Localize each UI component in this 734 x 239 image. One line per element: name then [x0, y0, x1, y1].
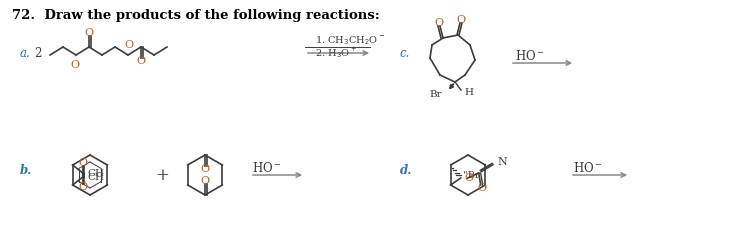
Text: O: O: [78, 182, 87, 192]
Text: O: O: [200, 164, 210, 174]
Text: O: O: [125, 40, 134, 50]
Text: HO$^-$: HO$^-$: [252, 161, 282, 175]
Text: O: O: [457, 15, 465, 25]
Text: c.: c.: [400, 47, 410, 60]
Text: CH: CH: [87, 173, 105, 181]
Text: O: O: [200, 176, 210, 186]
Text: O: O: [137, 56, 145, 66]
Text: 2. H$_3$O$^+$: 2. H$_3$O$^+$: [315, 46, 357, 60]
Text: 1. CH$_3$CH$_2$O$^-$: 1. CH$_3$CH$_2$O$^-$: [315, 35, 385, 47]
Text: O: O: [477, 183, 486, 193]
Text: O: O: [435, 18, 443, 28]
Text: d.: d.: [400, 163, 413, 176]
Text: HO$^-$: HO$^-$: [573, 161, 603, 175]
Text: a.: a.: [20, 47, 31, 60]
Text: O: O: [84, 28, 93, 38]
Text: Br: Br: [429, 89, 442, 98]
Text: O: O: [70, 60, 79, 70]
Text: O: O: [465, 173, 474, 183]
Text: 2: 2: [34, 47, 41, 60]
Text: HO$^-$: HO$^-$: [515, 49, 545, 63]
Text: CH: CH: [87, 168, 105, 178]
Text: O: O: [78, 158, 87, 168]
Text: b.: b.: [20, 163, 32, 176]
Text: 72.  Draw the products of the following reactions:: 72. Draw the products of the following r…: [12, 9, 379, 22]
Text: N: N: [498, 157, 507, 167]
Text: H: H: [464, 87, 473, 97]
Text: "Br: "Br: [462, 172, 479, 180]
Text: +: +: [155, 167, 169, 184]
